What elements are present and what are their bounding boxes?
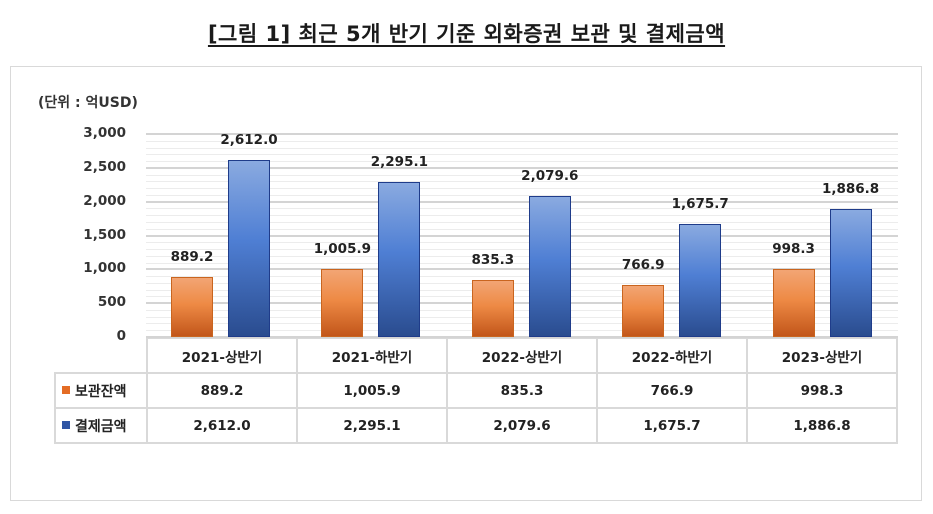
bar-storage-balance — [622, 285, 665, 337]
table-cell: 2,079.6 — [446, 407, 598, 444]
gridline-minor — [146, 215, 898, 217]
data-label: 889.2 — [170, 248, 214, 265]
gridline-major — [146, 133, 898, 135]
data-table: 2021-상반기 2021-하반기 2022-상반기 2022-하반기 2023… — [54, 337, 898, 444]
series-label: 결제금액 — [75, 418, 127, 435]
bar-storage-balance — [171, 276, 213, 337]
gridline-minor — [146, 228, 898, 230]
gridline-minor — [146, 161, 898, 163]
gridline-minor — [146, 242, 898, 244]
gridline-minor — [146, 249, 898, 251]
gridline-minor — [146, 289, 898, 291]
gridline-major — [146, 336, 898, 338]
table-cell: 1,675.7 — [596, 407, 748, 444]
data-label: 1,886.8 — [821, 181, 880, 198]
data-label: 2,612.0 — [220, 132, 278, 149]
table-cell: 2,612.0 — [146, 407, 298, 444]
y-axis-tick: 500 — [97, 294, 126, 311]
gridline-major — [146, 234, 898, 237]
data-label: 2,079.6 — [521, 168, 579, 185]
y-axis-tick: 0 — [116, 328, 126, 344]
bar-settlement-amount — [829, 209, 872, 337]
gridline-minor — [146, 188, 898, 190]
gridline-minor — [146, 181, 898, 183]
bar-settlement-amount — [679, 223, 722, 337]
table-header: 2023-상반기 — [746, 337, 898, 374]
gridline-minor — [146, 296, 898, 298]
table-header-row: 2021-상반기 2021-하반기 2022-상반기 2022-하반기 2023… — [55, 337, 898, 374]
table-row: 결제금액 2,612.0 2,295.1 2,079.6 1,675.7 1,8… — [54, 407, 898, 444]
gridline-minor — [146, 154, 898, 156]
bar-storage-balance — [471, 280, 514, 337]
gridline-minor — [146, 194, 898, 196]
y-axis-tick: 1,500 — [83, 226, 126, 243]
bar-storage-balance — [772, 269, 815, 337]
gridline-minor — [146, 276, 898, 278]
data-label: 998.3 — [772, 241, 815, 258]
table-row: 보관잔액 889.2 1,005.9 835.3 766.9 998.3 — [54, 372, 898, 409]
gridline-minor — [146, 316, 898, 318]
table-cell: 835.3 — [446, 372, 598, 409]
series-label: 보관잔액 — [75, 383, 127, 400]
table-cell: 766.9 — [596, 372, 748, 409]
table-cell: 1,886.8 — [746, 407, 898, 444]
gridline-major — [146, 166, 898, 169]
table-header: 2021-상반기 — [146, 337, 298, 374]
bar-storage-balance — [321, 268, 364, 337]
bar-settlement-amount — [378, 181, 421, 337]
gridline-major — [146, 200, 898, 203]
y-axis-tick: 1,000 — [83, 260, 126, 277]
gridline-minor — [146, 262, 898, 264]
table-cell: 1,005.9 — [296, 372, 448, 409]
table-cell: 889.2 — [146, 372, 298, 409]
data-label: 766.9 — [621, 257, 665, 274]
gridline-minor — [146, 221, 898, 223]
bar-settlement-amount — [528, 196, 571, 337]
gridline-minor — [146, 323, 898, 325]
gridline-major — [146, 302, 898, 305]
table-header: 2021-하반기 — [296, 337, 448, 374]
gridline-minor — [146, 255, 898, 257]
gridline-minor — [146, 282, 898, 284]
table-cell: 2,295.1 — [296, 407, 448, 444]
chart-title: [그림 1] 최근 5개 반기 기준 외화증권 보관 및 결제금액 — [207, 22, 726, 46]
gridline-major — [146, 268, 898, 271]
gridline-minor — [146, 330, 898, 332]
table-cell: 998.3 — [746, 372, 898, 409]
gridline-minor — [146, 174, 898, 176]
y-axis-tick: 3,000 — [83, 125, 126, 141]
gridline-minor — [146, 147, 898, 149]
data-label: 1,005.9 — [313, 240, 371, 257]
y-axis-tick: 2,500 — [83, 158, 126, 175]
table-header: 2022-하반기 — [596, 337, 748, 374]
data-label: 1,675.7 — [671, 195, 729, 212]
data-label: 835.3 — [471, 252, 515, 269]
table-header: 2022-상반기 — [446, 337, 598, 374]
bar-settlement-amount — [228, 160, 270, 337]
gridline-minor — [146, 140, 898, 142]
legend-swatch-blue-icon — [62, 420, 70, 429]
gridline-minor — [146, 208, 898, 210]
data-label: 2,295.1 — [370, 153, 428, 170]
unit-label: (단위 : 억USD) — [38, 95, 138, 111]
y-axis-tick: 2,000 — [83, 192, 126, 209]
legend-swatch-orange-icon — [62, 385, 70, 394]
gridline-minor — [146, 309, 898, 311]
